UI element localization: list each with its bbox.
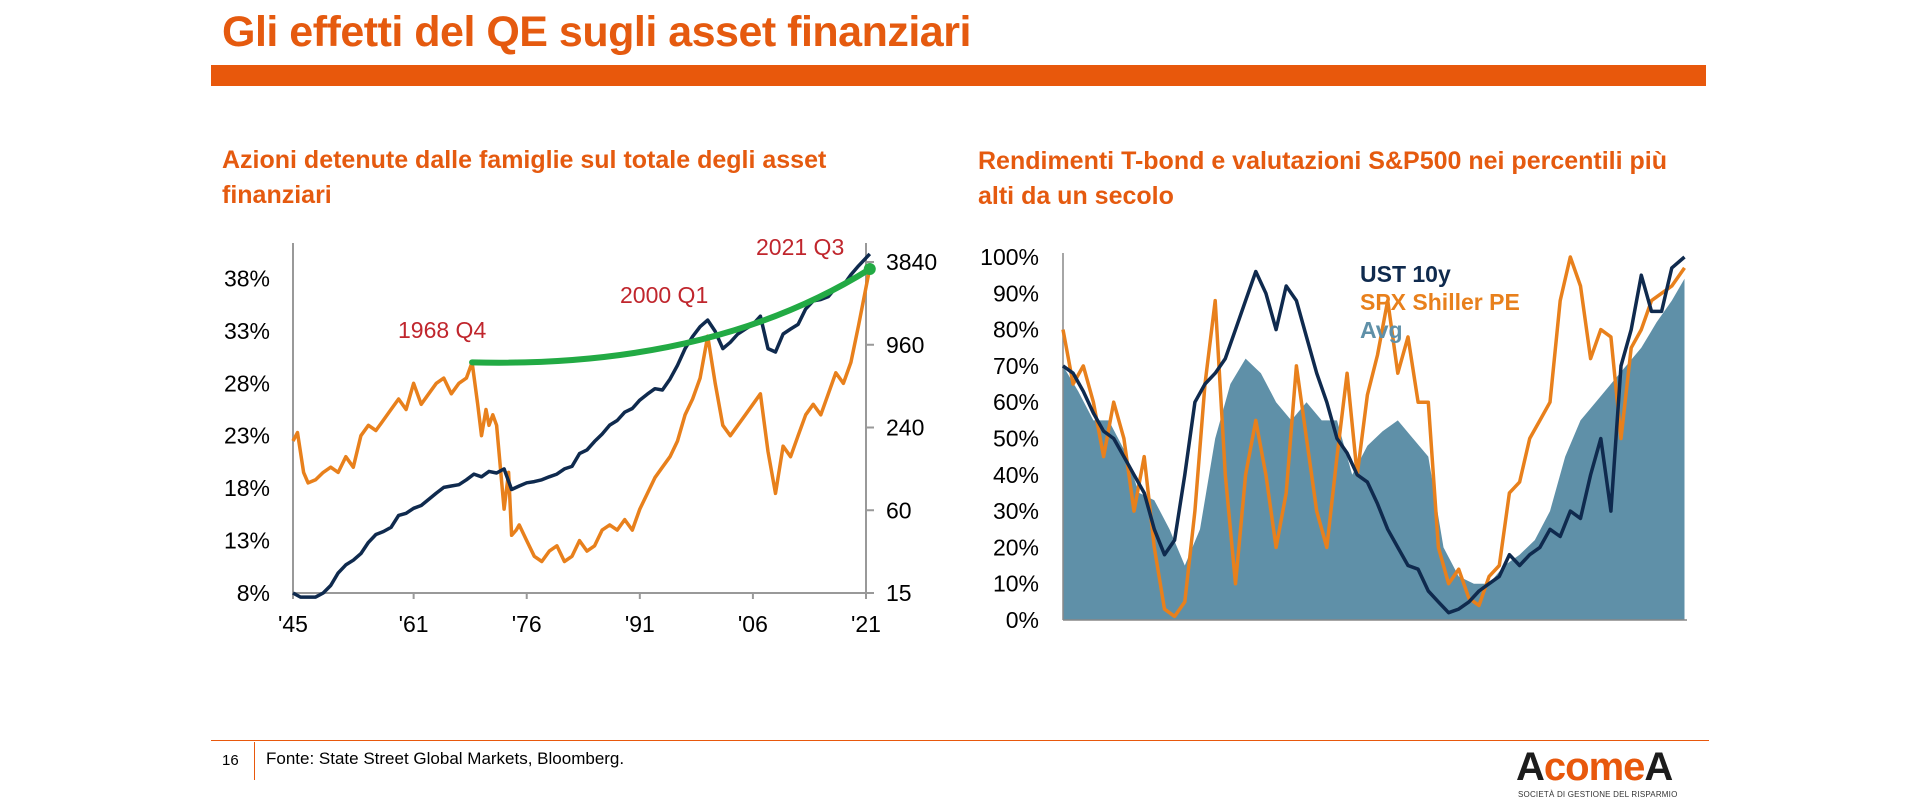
annotation-label: 2000 Q1 bbox=[620, 282, 708, 308]
left-y-tick-label: 13% bbox=[224, 528, 270, 554]
right-y-tick-label: 15 bbox=[886, 580, 912, 606]
x-tick-label: '45 bbox=[278, 611, 308, 637]
x-tick-label: '47 bbox=[1292, 637, 1322, 640]
acomea-logo: AcomeA bbox=[1516, 745, 1673, 789]
x-tick-label: '20 bbox=[1662, 637, 1692, 640]
y-tick-label: 30% bbox=[993, 498, 1039, 524]
x-tick-label: '72 bbox=[1418, 637, 1448, 640]
annotation-label: 1968 Q4 bbox=[398, 317, 486, 343]
y-tick-label: 20% bbox=[993, 534, 1039, 560]
left-y-tick-label: 28% bbox=[224, 370, 270, 396]
x-tick-label: '76 bbox=[512, 611, 542, 637]
legend-item: UST 10y bbox=[1360, 261, 1451, 287]
left-y-tick-label: 38% bbox=[224, 265, 270, 291]
x-tick-label: '61 bbox=[399, 611, 429, 637]
right-y-tick-label: 240 bbox=[886, 415, 924, 441]
page-title: Gli effetti del QE sugli asset finanziar… bbox=[222, 8, 971, 56]
y-tick-label: 50% bbox=[993, 426, 1039, 452]
source-note: Fonte: State Street Global Markets, Bloo… bbox=[266, 749, 625, 768]
trend-end-marker bbox=[863, 263, 876, 276]
sp500-index-line bbox=[292, 252, 872, 599]
left-y-tick-label: 8% bbox=[237, 580, 270, 606]
legend-item: Avg bbox=[1360, 317, 1403, 343]
x-tick-label: '91 bbox=[625, 611, 655, 637]
left-chart: 8% 13% 18% 23% 28% 33% 38% 15 60 240 960 3840 '45 '61… bbox=[224, 234, 937, 637]
legend-item: SPX Shiller PE bbox=[1360, 289, 1520, 315]
spx-shiller-pe-line bbox=[1061, 255, 1686, 619]
left-y-tick-label: 23% bbox=[224, 423, 270, 449]
avg-area bbox=[1063, 278, 1685, 620]
right-chart-title: Rendimenti T-bond e valutazioni S&P500 n… bbox=[978, 147, 1668, 210]
x-tick-label: '96 bbox=[1540, 637, 1570, 640]
y-tick-label: 100% bbox=[980, 244, 1039, 270]
x-tick-label: '06 bbox=[738, 611, 768, 637]
right-y-tick-label: 3840 bbox=[886, 249, 937, 275]
right-chart: 0% 10% 20% 30% 40% 50% 60% 70% 80% 90% 100% '23 '47 '… bbox=[980, 244, 1692, 640]
households-equity-share-line bbox=[291, 267, 872, 564]
right-y-tick-label: 960 bbox=[886, 332, 924, 358]
y-tick-label: 80% bbox=[993, 317, 1039, 343]
y-tick-label: 70% bbox=[993, 353, 1039, 379]
page-number: 16 bbox=[222, 752, 239, 769]
x-tick-label: '23 bbox=[1170, 637, 1200, 640]
footer-divider bbox=[254, 742, 255, 780]
left-y-tick-label: 18% bbox=[224, 475, 270, 501]
annotation-label: 2021 Q3 bbox=[756, 234, 844, 260]
left-y-tick-label: 33% bbox=[224, 318, 270, 344]
footer-rule bbox=[211, 740, 1709, 741]
y-tick-label: 0% bbox=[1006, 607, 1039, 633]
logo-letter-a: A bbox=[1516, 745, 1545, 789]
logo-letter-a2: A bbox=[1644, 745, 1673, 789]
y-tick-label: 10% bbox=[993, 571, 1039, 597]
left-chart-title: Azioni detenute dalle famiglie sul total… bbox=[222, 146, 827, 209]
logo-tagline: SOCIETÀ DI GESTIONE DEL RISPARMIO bbox=[1518, 790, 1678, 799]
y-tick-label: 40% bbox=[993, 462, 1039, 488]
green-trend-line bbox=[469, 266, 873, 366]
ust-10y-line bbox=[1061, 255, 1686, 615]
y-tick-label: 60% bbox=[993, 389, 1039, 415]
y-tick-label: 90% bbox=[993, 280, 1039, 306]
x-tick-label: '21 bbox=[851, 611, 881, 637]
right-y-tick-label: 60 bbox=[886, 497, 912, 523]
title-underline-bar bbox=[211, 65, 1706, 86]
logo-word-come: come bbox=[1543, 745, 1645, 789]
